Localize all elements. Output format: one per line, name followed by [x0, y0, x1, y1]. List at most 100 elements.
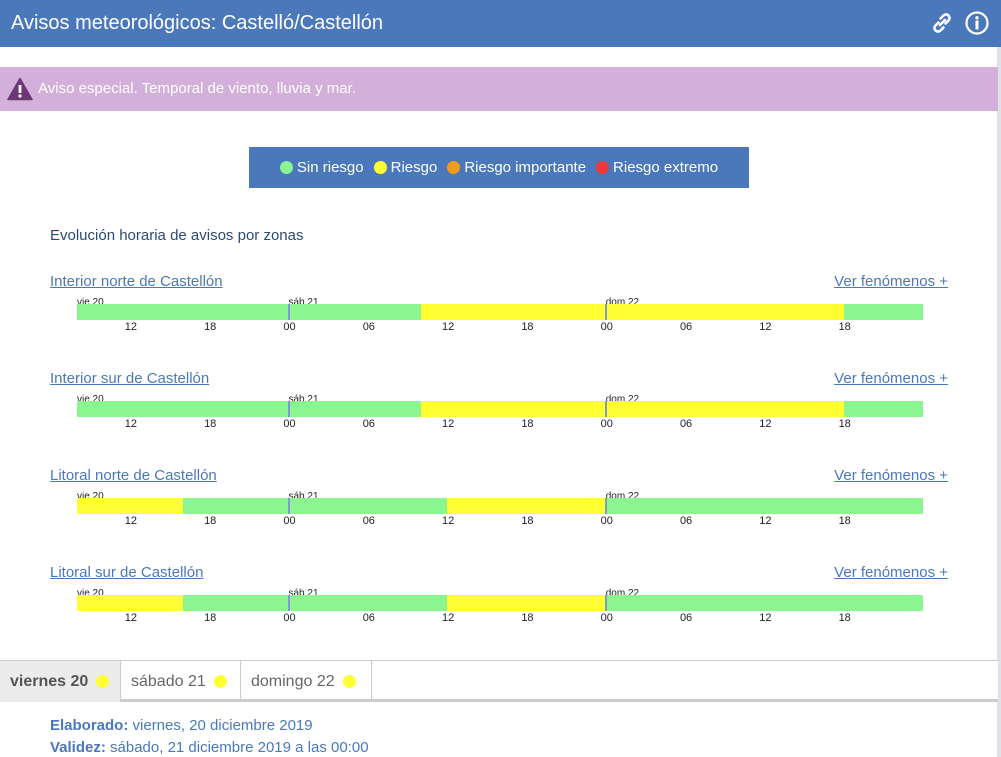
day-divider	[287, 304, 290, 320]
timeline-segment-riesgo	[447, 595, 606, 611]
zone-name-link[interactable]: Interior sur de Castellón	[50, 370, 210, 387]
hour-tick: 00	[283, 515, 296, 527]
tab-risk-dot	[96, 675, 110, 688]
legend-dot	[279, 161, 293, 174]
hour-tick: 12	[124, 418, 137, 430]
ver-fenomenos-link[interactable]: Ver fenómenos +	[834, 273, 948, 290]
day-divider	[287, 401, 290, 417]
timeline-segment-sin-riesgo	[605, 595, 923, 611]
warning-icon	[7, 77, 33, 101]
timeline-segment-sin-riesgo	[843, 304, 923, 320]
timeline-day-label: dom 22	[605, 588, 640, 599]
timeline-day-label: dom 22	[605, 394, 640, 405]
hour-tick: 18	[204, 515, 217, 527]
legend-item-riesgo-extremo: Riesgo extremo	[596, 159, 718, 176]
day-tabs: viernes 20 sábado 21 domingo 22	[0, 660, 998, 702]
hour-tick: 12	[124, 515, 137, 527]
timeline-segment-sin-riesgo	[182, 498, 448, 514]
hour-tick: 18	[521, 515, 534, 527]
risk-timeline	[77, 304, 923, 320]
hour-tick: 18	[838, 515, 851, 527]
hour-tick: 18	[521, 418, 534, 430]
info-icon[interactable]	[964, 10, 990, 36]
hour-tick: 18	[204, 321, 217, 333]
timeline-segment-sin-riesgo	[605, 498, 923, 514]
timeline-segment-sin-riesgo	[182, 595, 448, 611]
hour-tick: 18	[521, 612, 534, 624]
day-divider	[604, 498, 607, 514]
hour-tick: 06	[679, 612, 693, 624]
section-title: Evolución horaria de avisos por zonas	[50, 227, 304, 244]
timeline-segment-riesgo	[77, 595, 183, 611]
zone-name-link[interactable]: Interior norte de Castellón	[50, 273, 223, 290]
hour-tick: 18	[204, 612, 217, 624]
zone-interior-sur-de-castellon: Interior sur de Castellón Ver fenómenos +…	[0, 370, 1001, 450]
tab-label: viernes 20	[10, 672, 89, 690]
risk-timeline	[77, 595, 923, 611]
hour-tick: 06	[362, 418, 375, 430]
timeline-day-label: sáb 21	[288, 297, 319, 308]
hour-tick: 12	[759, 321, 772, 333]
tab-label: domingo 22	[251, 672, 335, 690]
risk-legend: Sin riesgo Riesgo Riesgo importante Riesgo …	[249, 147, 749, 188]
hour-tick: 12	[124, 321, 137, 333]
timeline-day-label: sáb 21	[288, 394, 319, 405]
legend-dot	[447, 161, 461, 174]
hour-tick: 00	[600, 515, 613, 527]
tab-domingo-22[interactable]: domingo 22	[241, 661, 372, 702]
timeline-day-label: vie 20	[77, 588, 104, 599]
day-divider	[604, 595, 607, 611]
timeline-day-label: vie 20	[77, 297, 104, 308]
timeline-day-label: dom 22	[605, 297, 640, 308]
day-divider	[287, 595, 290, 611]
hour-tick: 12	[759, 515, 772, 527]
hour-tick: 18	[838, 418, 851, 430]
hour-tick: 06	[679, 515, 693, 527]
zone-name-link[interactable]: Litoral norte de Castellón	[50, 467, 217, 484]
legend-label: Riesgo importante	[464, 159, 587, 176]
legend-label: Sin riesgo	[296, 159, 364, 176]
validez-line: Validez: sábado, 21 diciembre 2019 a las…	[50, 739, 369, 756]
banner-text: Aviso especial. Temporal de viento, lluv…	[38, 80, 356, 97]
tab-risk-dot	[213, 675, 227, 688]
ver-fenomenos-link[interactable]: Ver fenómenos +	[834, 370, 948, 387]
timeline-day-label: dom 22	[605, 491, 640, 502]
validez-label: Validez:	[50, 739, 106, 756]
hour-tick: 00	[283, 418, 296, 430]
page-title: Avisos meteorológicos: Castelló/Castelló…	[11, 12, 384, 34]
hour-tick: 12	[124, 612, 137, 624]
hour-tick: 18	[204, 418, 217, 430]
hour-tick: 18	[521, 321, 534, 333]
legend-dot	[596, 161, 610, 174]
zone-name-link[interactable]: Litoral sur de Castellón	[50, 564, 204, 581]
timeline-segment-riesgo	[447, 498, 606, 514]
hour-tick: 06	[679, 321, 693, 333]
hour-tick: 00	[283, 612, 296, 624]
hour-tick: 18	[838, 321, 851, 333]
scrollbar-track[interactable]	[997, 47, 1001, 757]
tab-risk-dot	[342, 675, 356, 688]
tab-sabado-21[interactable]: sábado 21	[121, 661, 241, 702]
hour-tick: 12	[442, 515, 455, 527]
legend-item-riesgo-importante: Riesgo importante	[447, 159, 586, 176]
timeline-day-label: vie 20	[77, 394, 104, 405]
timeline-segment-riesgo	[77, 498, 183, 514]
hour-tick: 12	[442, 321, 455, 333]
tab-viernes-20[interactable]: viernes 20	[0, 661, 121, 702]
legend-label: Riesgo	[390, 159, 438, 176]
timeline-day-label: sáb 21	[288, 588, 319, 599]
risk-timeline	[77, 498, 923, 514]
elaborado-value: viernes, 20 diciembre 2019	[132, 717, 313, 734]
day-divider	[604, 401, 607, 417]
hour-tick: 12	[442, 418, 455, 430]
hour-tick: 06	[362, 515, 375, 527]
ver-fenomenos-link[interactable]: Ver fenómenos +	[834, 564, 948, 581]
timeline-segment-sin-riesgo	[843, 401, 923, 417]
tab-label: sábado 21	[131, 672, 206, 690]
legend-label: Riesgo extremo	[613, 159, 719, 176]
link-icon[interactable]	[929, 10, 955, 36]
ver-fenomenos-link[interactable]: Ver fenómenos +	[834, 467, 948, 484]
timeline-segment-sin-riesgo	[77, 401, 421, 417]
timeline-day-label: sáb 21	[288, 491, 319, 502]
hour-tick: 06	[679, 418, 693, 430]
